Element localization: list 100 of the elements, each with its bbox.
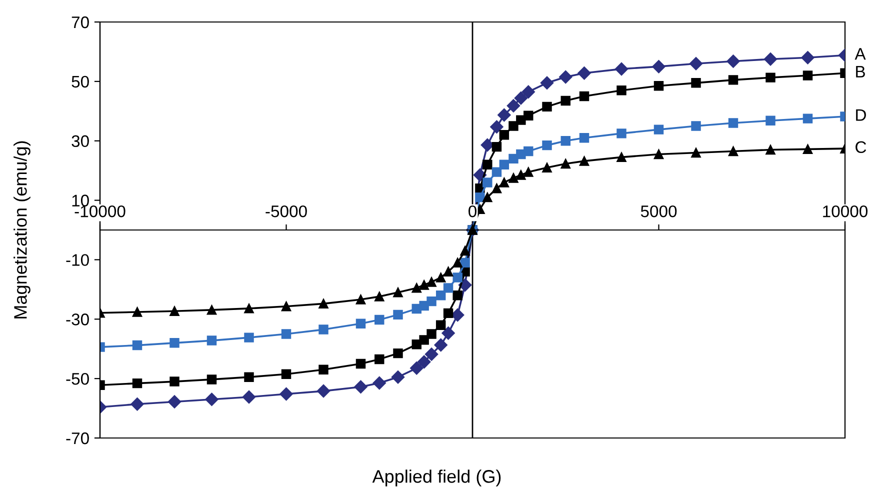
point bbox=[460, 258, 470, 268]
point bbox=[766, 144, 776, 155]
point bbox=[764, 52, 778, 66]
point bbox=[579, 156, 590, 166]
point bbox=[802, 114, 813, 124]
point bbox=[205, 392, 218, 406]
point bbox=[242, 390, 256, 404]
point bbox=[281, 369, 292, 379]
series-label: C bbox=[856, 141, 866, 154]
point bbox=[654, 149, 664, 160]
point bbox=[281, 302, 292, 312]
y-tick-label: 30 bbox=[72, 135, 89, 148]
point bbox=[130, 398, 144, 411]
point bbox=[524, 110, 534, 120]
point bbox=[482, 160, 492, 170]
point bbox=[410, 362, 424, 375]
point bbox=[560, 158, 570, 169]
point bbox=[559, 70, 572, 84]
point bbox=[318, 298, 328, 309]
point bbox=[443, 266, 454, 276]
point bbox=[691, 148, 701, 158]
point bbox=[372, 376, 386, 390]
point bbox=[801, 51, 814, 64]
point bbox=[579, 133, 590, 143]
point bbox=[244, 304, 254, 314]
point bbox=[170, 376, 180, 386]
point bbox=[132, 307, 142, 317]
point bbox=[482, 178, 492, 188]
y-tick-label: 70 bbox=[72, 16, 89, 28]
point bbox=[766, 116, 776, 126]
series-label: B bbox=[856, 66, 865, 78]
point bbox=[426, 296, 436, 306]
y-tick-label: -50 bbox=[66, 372, 89, 385]
point bbox=[206, 374, 217, 384]
y-tick-label: 50 bbox=[72, 76, 89, 88]
point bbox=[452, 258, 462, 268]
point bbox=[419, 335, 429, 345]
point bbox=[492, 142, 502, 152]
point bbox=[374, 314, 384, 325]
point bbox=[475, 192, 485, 202]
point bbox=[516, 170, 526, 180]
point bbox=[542, 140, 552, 150]
point bbox=[560, 136, 570, 146]
point bbox=[318, 364, 328, 375]
series-label: D bbox=[856, 109, 866, 121]
point bbox=[443, 283, 454, 293]
x-tick-label: 5000 bbox=[640, 205, 677, 218]
point bbox=[356, 358, 366, 369]
point bbox=[490, 120, 504, 134]
point bbox=[492, 167, 502, 177]
y-tick-label: -30 bbox=[66, 314, 89, 326]
point bbox=[499, 178, 510, 188]
y-tick-label: -10 bbox=[66, 254, 89, 266]
point bbox=[560, 96, 570, 106]
point bbox=[766, 72, 776, 82]
point bbox=[426, 277, 436, 287]
point bbox=[654, 81, 664, 91]
point bbox=[170, 338, 180, 348]
point bbox=[499, 130, 510, 140]
point bbox=[281, 329, 292, 339]
point bbox=[492, 184, 502, 194]
x-tick-label: -10000 bbox=[74, 205, 126, 218]
point bbox=[802, 144, 813, 154]
point bbox=[206, 305, 217, 315]
point bbox=[728, 146, 738, 156]
point bbox=[393, 310, 403, 320]
point bbox=[728, 75, 738, 85]
point bbox=[354, 380, 368, 394]
point bbox=[524, 167, 534, 177]
y-tick-label: 10 bbox=[72, 194, 89, 206]
point bbox=[374, 292, 384, 302]
point bbox=[206, 336, 217, 346]
point bbox=[356, 318, 366, 328]
point bbox=[578, 66, 591, 80]
point bbox=[726, 54, 740, 68]
point bbox=[356, 294, 366, 304]
point bbox=[522, 85, 535, 98]
point bbox=[132, 340, 142, 350]
point bbox=[374, 354, 384, 364]
point bbox=[168, 395, 182, 408]
point bbox=[132, 378, 142, 388]
point bbox=[434, 338, 448, 352]
point bbox=[391, 370, 405, 384]
point bbox=[393, 288, 403, 298]
point bbox=[506, 99, 520, 112]
point bbox=[451, 308, 464, 322]
point bbox=[691, 121, 701, 131]
point bbox=[436, 272, 446, 282]
point bbox=[426, 329, 436, 339]
x-tick-label: 0 bbox=[468, 205, 476, 218]
point bbox=[244, 372, 254, 382]
point bbox=[480, 138, 494, 152]
point bbox=[616, 85, 626, 96]
point bbox=[499, 160, 510, 170]
point bbox=[436, 320, 446, 330]
point bbox=[482, 192, 492, 202]
point bbox=[579, 91, 590, 102]
point bbox=[514, 91, 528, 105]
point bbox=[424, 348, 438, 361]
point bbox=[498, 108, 511, 122]
